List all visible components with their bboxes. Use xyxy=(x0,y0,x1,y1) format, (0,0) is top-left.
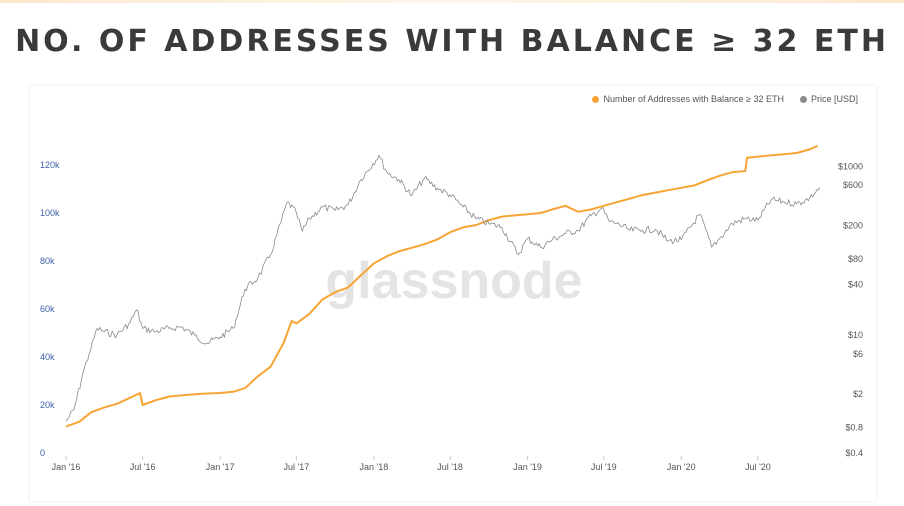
y-right-tick-label: $600 xyxy=(843,180,863,190)
y-left-tick-label: 80k xyxy=(40,256,55,266)
x-tick-label: Jan '20 xyxy=(667,462,696,472)
x-tick-label: Jan '16 xyxy=(52,462,81,472)
legend-dot-price-icon xyxy=(799,95,807,103)
legend-label-price: Price [USD] xyxy=(810,94,858,104)
x-tick-label: Jul '18 xyxy=(437,462,463,472)
y-right-tick-label: $200 xyxy=(843,220,863,230)
watermark: glassnode xyxy=(325,252,582,310)
y-right-tick-label: $40 xyxy=(848,279,863,289)
chart-plot[interactable]: glassnode Jan '16 Jul '16 Jan '17 Jul '17 Ja… xyxy=(30,86,876,501)
x-tick-label: Jul '19 xyxy=(591,462,617,472)
legend-item-price[interactable]: Price [USD] xyxy=(799,94,858,104)
y-right-tick-label: $10 xyxy=(848,330,863,340)
series-layer xyxy=(65,144,821,428)
y-left-tick-label: 40k xyxy=(40,352,55,362)
y-right-tick-label: $0.4 xyxy=(845,448,863,458)
series-line-price xyxy=(65,155,821,422)
x-axis: Jan '16 Jul '16 Jan '17 Jul '17 Jan '18 Jul '… xyxy=(52,456,771,472)
legend-dot-addresses-icon xyxy=(592,95,600,103)
legend-item-addresses[interactable]: Number of Addresses with Balance ≥ 32 ET… xyxy=(592,94,784,104)
x-tick-label: Jan '19 xyxy=(513,462,542,472)
legend-label-addresses: Number of Addresses with Balance ≥ 32 ET… xyxy=(603,94,784,104)
x-tick-label: Jul '17 xyxy=(283,462,309,472)
x-tick-label: Jan '18 xyxy=(359,462,388,472)
series-line-addresses xyxy=(65,144,819,428)
y-axis-left: 0 20k 40k 60k 80k 100k 120k xyxy=(40,160,60,458)
y-right-tick-label: $6 xyxy=(853,349,863,359)
chart-card: Number of Addresses with Balance ≥ 32 ET… xyxy=(30,86,876,501)
x-tick-label: Jul '20 xyxy=(745,462,771,472)
slide-top-border xyxy=(0,0,904,3)
chart-legend[interactable]: Number of Addresses with Balance ≥ 32 ET… xyxy=(592,94,858,104)
y-left-tick-label: 0 xyxy=(40,448,45,458)
y-right-tick-label: $2 xyxy=(853,389,863,399)
y-right-tick-label: $80 xyxy=(848,254,863,264)
y-right-tick-label: $0.8 xyxy=(845,423,863,433)
x-tick-label: Jul '16 xyxy=(130,462,156,472)
y-left-tick-label: 60k xyxy=(40,304,55,314)
y-right-tick-label: $1000 xyxy=(838,161,863,171)
y-left-tick-label: 100k xyxy=(40,208,60,218)
y-left-tick-label: 120k xyxy=(40,160,60,170)
slide-title: NO. OF ADDRESSES WITH BALANCE ≥ 32 ETH xyxy=(15,24,889,59)
y-axis-right: $0.4 $0.8 $2 $6 $10 $40 $80 $200 $600 $1000 xyxy=(838,161,863,458)
x-tick-label: Jan '17 xyxy=(206,462,235,472)
y-left-tick-label: 20k xyxy=(40,400,55,410)
